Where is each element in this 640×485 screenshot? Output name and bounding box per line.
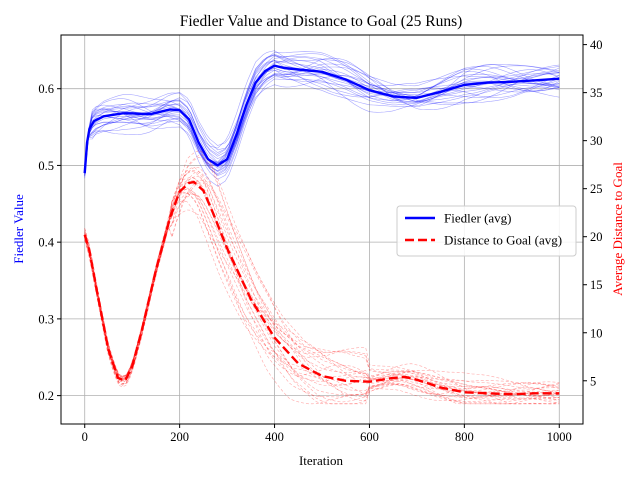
fiedler-run-line — [84, 53, 560, 172]
fiedler-run-line — [84, 71, 560, 180]
y-right-tick-label: 35 — [590, 86, 603, 100]
x-tick-label: 800 — [455, 430, 474, 444]
fiedler-run-line — [84, 60, 560, 177]
fiedler-run-line — [84, 54, 560, 172]
legend: Fiedler (avg) Distance to Goal (avg) — [396, 205, 577, 257]
distance-run-line — [84, 176, 560, 399]
distance-run-line — [84, 192, 560, 405]
fiedler-run-line — [84, 63, 560, 169]
y-right-tick-label: 30 — [590, 134, 603, 148]
y-axis-label-left: Fiedler Value — [11, 194, 26, 264]
distance-run-line — [84, 180, 560, 399]
distance-run-line — [84, 193, 560, 403]
fiedler-run-line — [84, 73, 560, 175]
distance-run-line — [84, 187, 560, 405]
distance-avg-line — [83, 180, 560, 396]
x-tick-label: 400 — [265, 430, 284, 444]
fiedler-run-line — [84, 57, 560, 176]
distance-run-line — [84, 209, 560, 405]
fiedler-run-line — [84, 60, 560, 171]
fiedler-run-line — [84, 66, 560, 172]
plot-frame — [60, 34, 584, 425]
fiedler-run-line — [84, 53, 560, 172]
legend-distance-label: Distance to Goal (avg) — [444, 233, 562, 248]
fiedler-run-line — [84, 51, 560, 174]
distance-run-line — [84, 182, 560, 391]
distance-run-line — [84, 169, 560, 403]
y-axis-label-right: Average Distance to Goal — [610, 162, 625, 296]
fiedler-run-line — [84, 69, 560, 177]
distance-run-line — [84, 171, 560, 396]
y-left-tick-label: 0.4 — [38, 236, 54, 250]
fiedler-avg-line — [83, 64, 560, 174]
distance-run-line — [84, 178, 560, 392]
fiedler-run-line — [84, 60, 560, 171]
legend-box — [396, 205, 577, 257]
distance-run-line — [84, 191, 560, 405]
y-right-tick-label: 5 — [590, 374, 596, 388]
y-left-tick-label: 0.6 — [38, 82, 54, 96]
distance-run-line — [84, 200, 560, 401]
y-right-tick-label: 40 — [590, 38, 603, 52]
axes: 0 200 400 600 800 1000 0.2 0.3 0.4 0.5 0.6 5 10 15 20 2… — [38, 34, 603, 444]
distance-run-line — [84, 167, 560, 401]
fiedler-run-line — [84, 69, 560, 175]
y-left-tick-label: 0.5 — [38, 159, 54, 173]
fiedler-run-line — [84, 50, 560, 169]
fiedler-run-line — [84, 68, 560, 176]
fiedler-run-line — [84, 65, 560, 175]
x-tick-label: 200 — [170, 430, 189, 444]
distance-run-line — [84, 188, 560, 405]
x-tick-label: 1000 — [547, 430, 572, 444]
x-tick-label: 0 — [82, 430, 88, 444]
average-series — [83, 64, 560, 396]
distance-run-line — [84, 188, 560, 403]
y-right-tick-label: 15 — [590, 278, 603, 292]
fiedler-run-line — [84, 59, 560, 176]
distance-run-line — [84, 193, 560, 401]
y-left-tick-label: 0.3 — [38, 312, 54, 326]
legend-fiedler-label: Fiedler (avg) — [444, 211, 512, 226]
fiedler-run-line — [84, 78, 560, 187]
fiedler-run-line — [84, 57, 560, 171]
fiedler-run-line — [84, 74, 560, 177]
x-tick-label: 600 — [360, 430, 379, 444]
fiedler-run-line — [84, 55, 560, 174]
chart-title: Fiedler Value and Distance to Goal (25 R… — [180, 13, 463, 30]
distance-run-line — [84, 166, 560, 391]
y-right-tick-label: 20 — [590, 230, 603, 244]
y-left-tick-label: 0.2 — [38, 389, 54, 403]
y-right-tick-label: 25 — [590, 182, 603, 196]
fiedler-run-line — [84, 75, 560, 174]
y-right-tick-label: 10 — [590, 326, 603, 340]
x-axis-label: Iteration — [299, 453, 344, 468]
